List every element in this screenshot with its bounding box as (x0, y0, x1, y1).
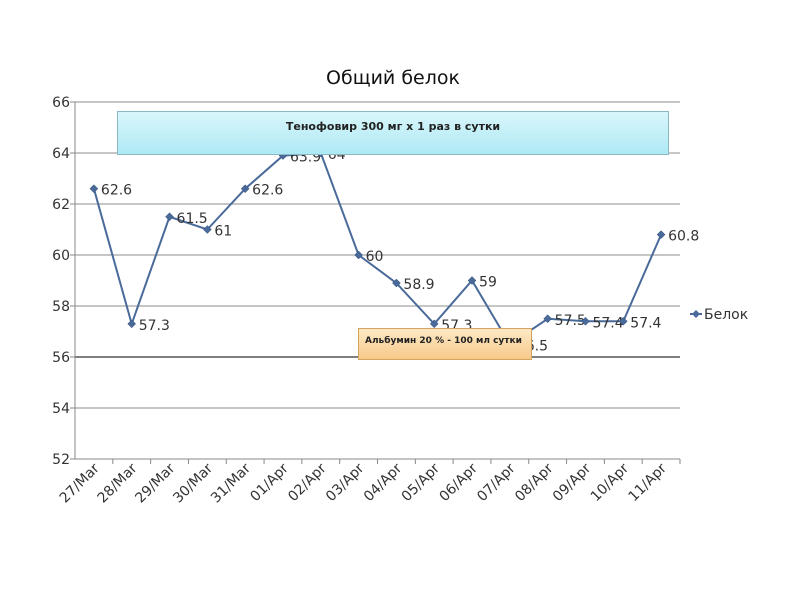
y-tick-label: 66 (52, 95, 70, 111)
data-point (467, 276, 477, 285)
data-label: 58.9 (403, 277, 434, 293)
legend-marker (692, 310, 700, 318)
data-point (618, 316, 628, 326)
data-point (165, 212, 174, 222)
data-label: 61 (214, 224, 232, 240)
x-tick-label: 07/Apr (474, 460, 519, 505)
y-tick-label: 56 (52, 350, 70, 366)
data-point (429, 319, 439, 329)
chart-title: Общий белок (326, 67, 460, 89)
data-point (89, 184, 99, 194)
data-point (202, 225, 212, 234)
x-tick-label: 28/Mar (95, 460, 141, 506)
x-tick-label: 31/Mar (208, 460, 254, 506)
data-label: 60 (366, 249, 384, 265)
data-label: 62.6 (252, 183, 283, 199)
data-point (656, 230, 666, 239)
y-axis: 52 54 56 58 60 62 64 66 (52, 95, 76, 468)
x-tick-label: 04/Apr (361, 460, 406, 505)
data-point (543, 314, 553, 324)
data-label: 57.4 (630, 315, 661, 331)
legend: Белок (690, 307, 748, 323)
data-point (127, 319, 137, 329)
gridlines (75, 101, 680, 460)
y-tick-label: 64 (52, 146, 70, 162)
data-label: 59 (479, 275, 497, 291)
y-tick-label: 58 (52, 299, 70, 315)
y-tick-label: 62 (52, 197, 70, 213)
data-label: 57.4 (592, 315, 623, 331)
x-tick-label: 06/Apr (436, 460, 481, 505)
data-point (581, 316, 590, 326)
data-point (354, 250, 363, 260)
x-tick-label: 10/Apr (588, 460, 633, 505)
x-tick-label: 29/Mar (132, 460, 178, 506)
data-label: 57.5 (555, 313, 586, 329)
data-label: 60.8 (668, 229, 699, 245)
x-tick-label: 03/Apr (323, 460, 368, 505)
data-point (392, 278, 401, 288)
x-axis: 27/Mar28/Mar29/Mar30/Mar31/Mar01/Apr02/A… (57, 458, 681, 506)
y-tick-label: 60 (52, 248, 70, 264)
x-tick-label: 02/Apr (285, 460, 330, 505)
x-tick-label: 01/Apr (247, 460, 292, 505)
x-tick-label: 08/Apr (512, 460, 557, 505)
data-label: 62.6 (101, 183, 132, 199)
x-tick-label: 11/Apr (626, 460, 671, 505)
x-tick-label: 09/Apr (550, 460, 595, 505)
y-tick-label: 52 (52, 452, 70, 468)
data-point (240, 184, 250, 194)
annotation-tenofovir: Тенофовир 300 мг х 1 раз в сутки (117, 111, 669, 155)
x-tick-label: 30/Mar (170, 460, 216, 506)
annotation-albumin: Альбумин 20 % - 100 мл сутки (358, 328, 532, 360)
series-line (92, 151, 663, 346)
data-label: 57.3 (139, 318, 170, 334)
legend-label: Белок (704, 307, 748, 323)
x-tick-label: 05/Apr (399, 460, 444, 505)
data-label: 61.5 (177, 211, 208, 227)
y-tick-label: 54 (52, 401, 70, 417)
